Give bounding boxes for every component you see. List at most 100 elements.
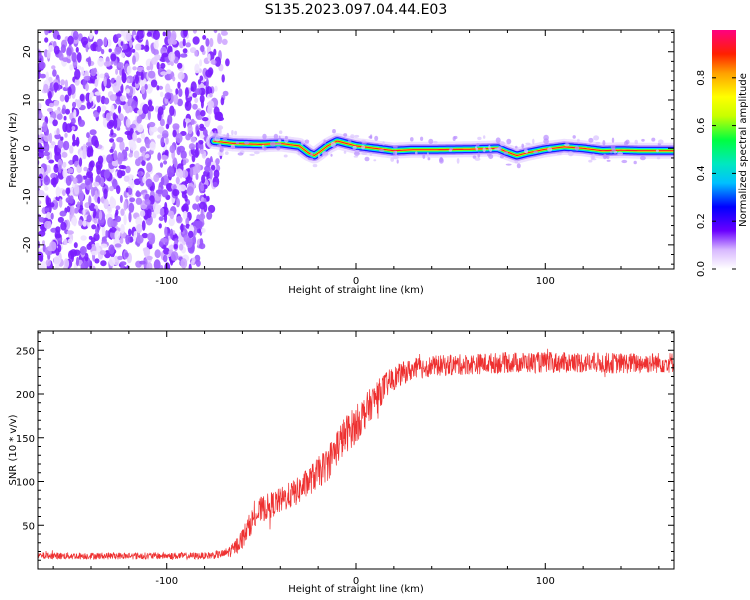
- noise-blob: [150, 79, 158, 88]
- noise-blob: [106, 39, 112, 47]
- noise-blob: [182, 38, 186, 47]
- noise-blob: [136, 30, 144, 40]
- noise-blob: [175, 133, 183, 144]
- halo-blob: [592, 153, 596, 160]
- noise-blob: [3, 246, 7, 251]
- noise-blob: [16, 98, 22, 108]
- halo-blob: [640, 156, 646, 161]
- noise-blob: [33, 256, 38, 263]
- noise-blob: [66, 230, 75, 235]
- noise-blob: [106, 121, 114, 130]
- noise-blob: [79, 94, 85, 102]
- noise-blob: [98, 210, 103, 221]
- halo-blob: [253, 151, 260, 155]
- noise-blob: [115, 205, 121, 210]
- noise-blob: [114, 243, 122, 248]
- noise-blob: [185, 42, 191, 48]
- noise-blob: [85, 83, 89, 92]
- halo-blob: [214, 135, 221, 142]
- noise-blob: [48, 45, 54, 52]
- halo-blob: [382, 141, 385, 146]
- noise-blob: [58, 164, 62, 174]
- noise-blob: [66, 47, 72, 57]
- snr-ylabel: SNR (10 * v/v): [8, 414, 19, 485]
- noise-blob: [135, 197, 143, 205]
- noise-blob: [142, 103, 150, 115]
- noise-blob: [48, 159, 55, 164]
- noise-blob: [72, 177, 78, 185]
- y-tick-label: 20: [22, 45, 33, 58]
- noise-blob: [177, 145, 185, 153]
- noise-blob: [0, 168, 3, 174]
- halo-blob: [482, 147, 486, 153]
- noise-blob: [1, 251, 5, 257]
- noise-blob: [47, 221, 52, 228]
- noise-blob: [128, 228, 132, 237]
- noise-blob: [56, 113, 63, 120]
- halo-blob: [330, 153, 333, 157]
- noise-blob: [90, 186, 95, 197]
- noise-blob: [27, 161, 34, 169]
- halo-blob: [364, 156, 370, 162]
- noise-blob: [64, 132, 68, 138]
- noise-blob: [147, 109, 151, 121]
- colorbar-tick-label: 0.4: [696, 165, 707, 181]
- noise-blob: [169, 228, 174, 240]
- noise-blob: [142, 247, 148, 253]
- noise-blob: [80, 235, 87, 241]
- noise-blob: [53, 255, 61, 266]
- halo-blob: [270, 141, 276, 147]
- noise-blob: [162, 130, 169, 139]
- noise-blob: [215, 158, 220, 165]
- noise-blob: [21, 122, 25, 127]
- noise-blob: [113, 118, 118, 129]
- noise-blob: [208, 204, 216, 214]
- noise-blob: [23, 180, 27, 188]
- noise-blob: [95, 242, 100, 248]
- noise-blob: [38, 189, 45, 197]
- noise-blob: [191, 153, 196, 163]
- noise-blob: [163, 247, 170, 255]
- halo-blob: [474, 157, 481, 161]
- halo-blob: [487, 153, 491, 157]
- halo-blob: [273, 133, 279, 140]
- noise-blob: [0, 255, 3, 263]
- halo-blob: [521, 143, 524, 149]
- noise-blob: [60, 44, 66, 54]
- noise-blob: [139, 210, 146, 217]
- noise-blob: [63, 238, 68, 246]
- noise-blob: [133, 150, 140, 159]
- x-tick-label: 0: [353, 276, 359, 287]
- y-tick-label: 250: [16, 346, 35, 357]
- noise-blob: [60, 136, 64, 141]
- noise-blob: [9, 203, 15, 213]
- noise-blob: [28, 155, 34, 165]
- noise-blob: [185, 100, 189, 107]
- noise-blob: [122, 43, 128, 50]
- noise-blob: [63, 258, 70, 269]
- noise-blob: [112, 141, 116, 150]
- noise-blob: [200, 45, 205, 53]
- noise-blob: [196, 228, 202, 234]
- y-tick-label: 10: [22, 94, 33, 107]
- noise-blob: [195, 195, 200, 203]
- noise-blob: [173, 243, 178, 250]
- noise-blob: [127, 85, 134, 97]
- noise-blob: [53, 45, 60, 55]
- noise-blob: [182, 210, 188, 220]
- halo-blob: [361, 152, 368, 155]
- noise-blob: [159, 118, 165, 127]
- halo-blob: [343, 150, 347, 154]
- noise-blob: [126, 78, 130, 84]
- noise-blob: [161, 154, 168, 161]
- noise-blob: [51, 65, 56, 70]
- noise-blob: [84, 252, 89, 262]
- snr-frame: [37, 330, 675, 570]
- x-tick-label: 0: [353, 576, 359, 587]
- noise-blob: [20, 138, 25, 146]
- noise-blob: [1, 187, 5, 197]
- noise-blob: [57, 139, 64, 149]
- halo-blob: [332, 129, 336, 134]
- noise-blob: [61, 151, 68, 158]
- halo-blob: [564, 143, 570, 147]
